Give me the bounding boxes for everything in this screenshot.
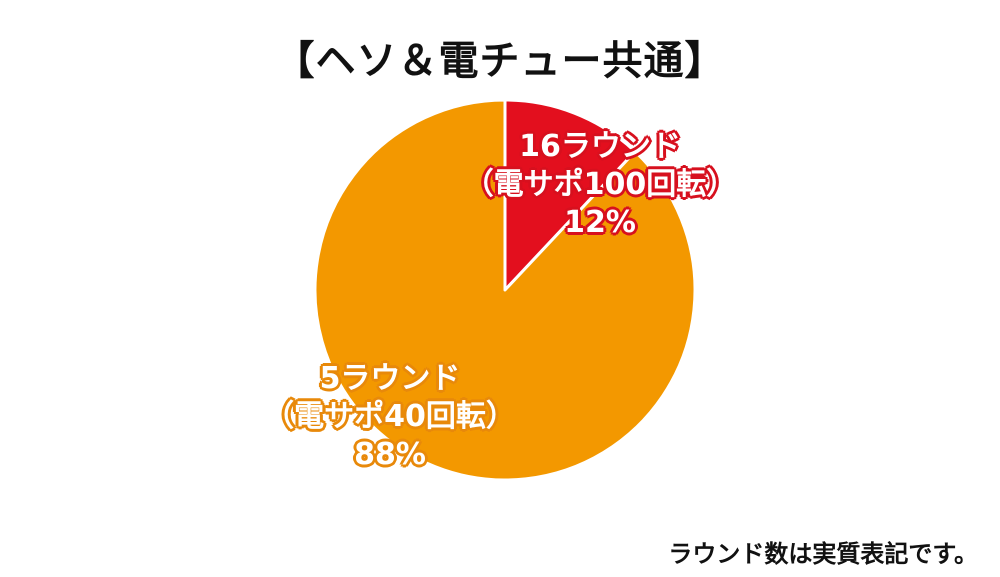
footnote: ラウンド数は実質表記です。 [668,540,978,568]
slice-label-5-round-line2: （電サポ40回転） [264,399,516,434]
slice-label-16-round-line2: （電サポ100回転） [463,167,737,202]
slice-label-16-round-percent: 12% [564,205,636,240]
slice-label-5-round-line1: 5ラウンド [319,361,461,396]
pie-slice-16-round [503,98,637,292]
slice-label-16-round: 16ラウンド （電サポ100回転） 12% [464,128,737,242]
slice-label-16-round-line1: 16ラウンド [519,129,681,164]
slice-label-5-round-percent: 88% [354,437,426,472]
chart-title: 【ヘソ＆電チュー共通】 [274,38,726,84]
slice-label-5-round: 5ラウンド （電サポ40回転） 88% [264,360,516,474]
pie-slice-5-round [313,98,697,482]
